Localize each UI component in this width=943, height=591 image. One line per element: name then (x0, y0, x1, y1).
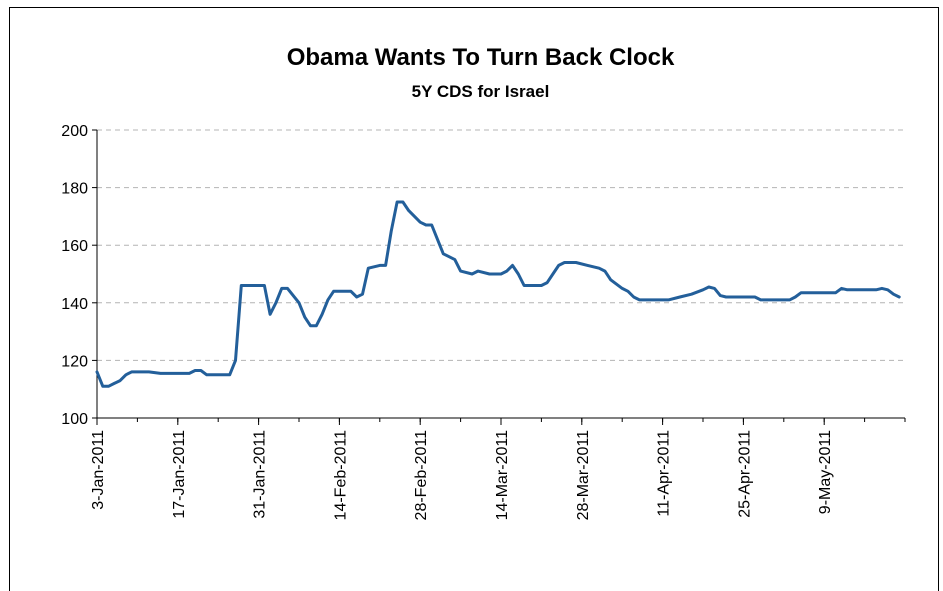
chart-title: Obama Wants To Turn Back Clock (286, 44, 675, 71)
y-tick-label: 180 (61, 181, 88, 198)
y-tick-label: 140 (61, 296, 88, 313)
x-tick-label: 3-Jan-2011 (90, 430, 107, 510)
y-tick-label: 160 (61, 238, 88, 255)
x-tick-label: 9-May-2011 (817, 430, 834, 514)
chart-subtitle: 5Y CDS for Israel (411, 82, 550, 101)
y-tick-label: 200 (61, 123, 88, 140)
y-tick-label: 100 (61, 411, 88, 428)
x-tick-label: 31-Jan-2011 (252, 430, 269, 519)
x-tick-label: 25-Apr-2011 (736, 430, 753, 518)
y-tick-label: 120 (61, 353, 88, 370)
x-tick-label: 28-Mar-2011 (575, 430, 592, 521)
x-tick-label: 17-Jan-2011 (171, 430, 188, 519)
x-tick-label: 14-Feb-2011 (332, 430, 349, 521)
series-line (95, 200, 901, 388)
x-tick-label: 14-Mar-2011 (494, 430, 511, 521)
x-tick-label: 28-Feb-2011 (413, 430, 430, 521)
x-tick-label: 11-Apr-2011 (656, 430, 673, 517)
